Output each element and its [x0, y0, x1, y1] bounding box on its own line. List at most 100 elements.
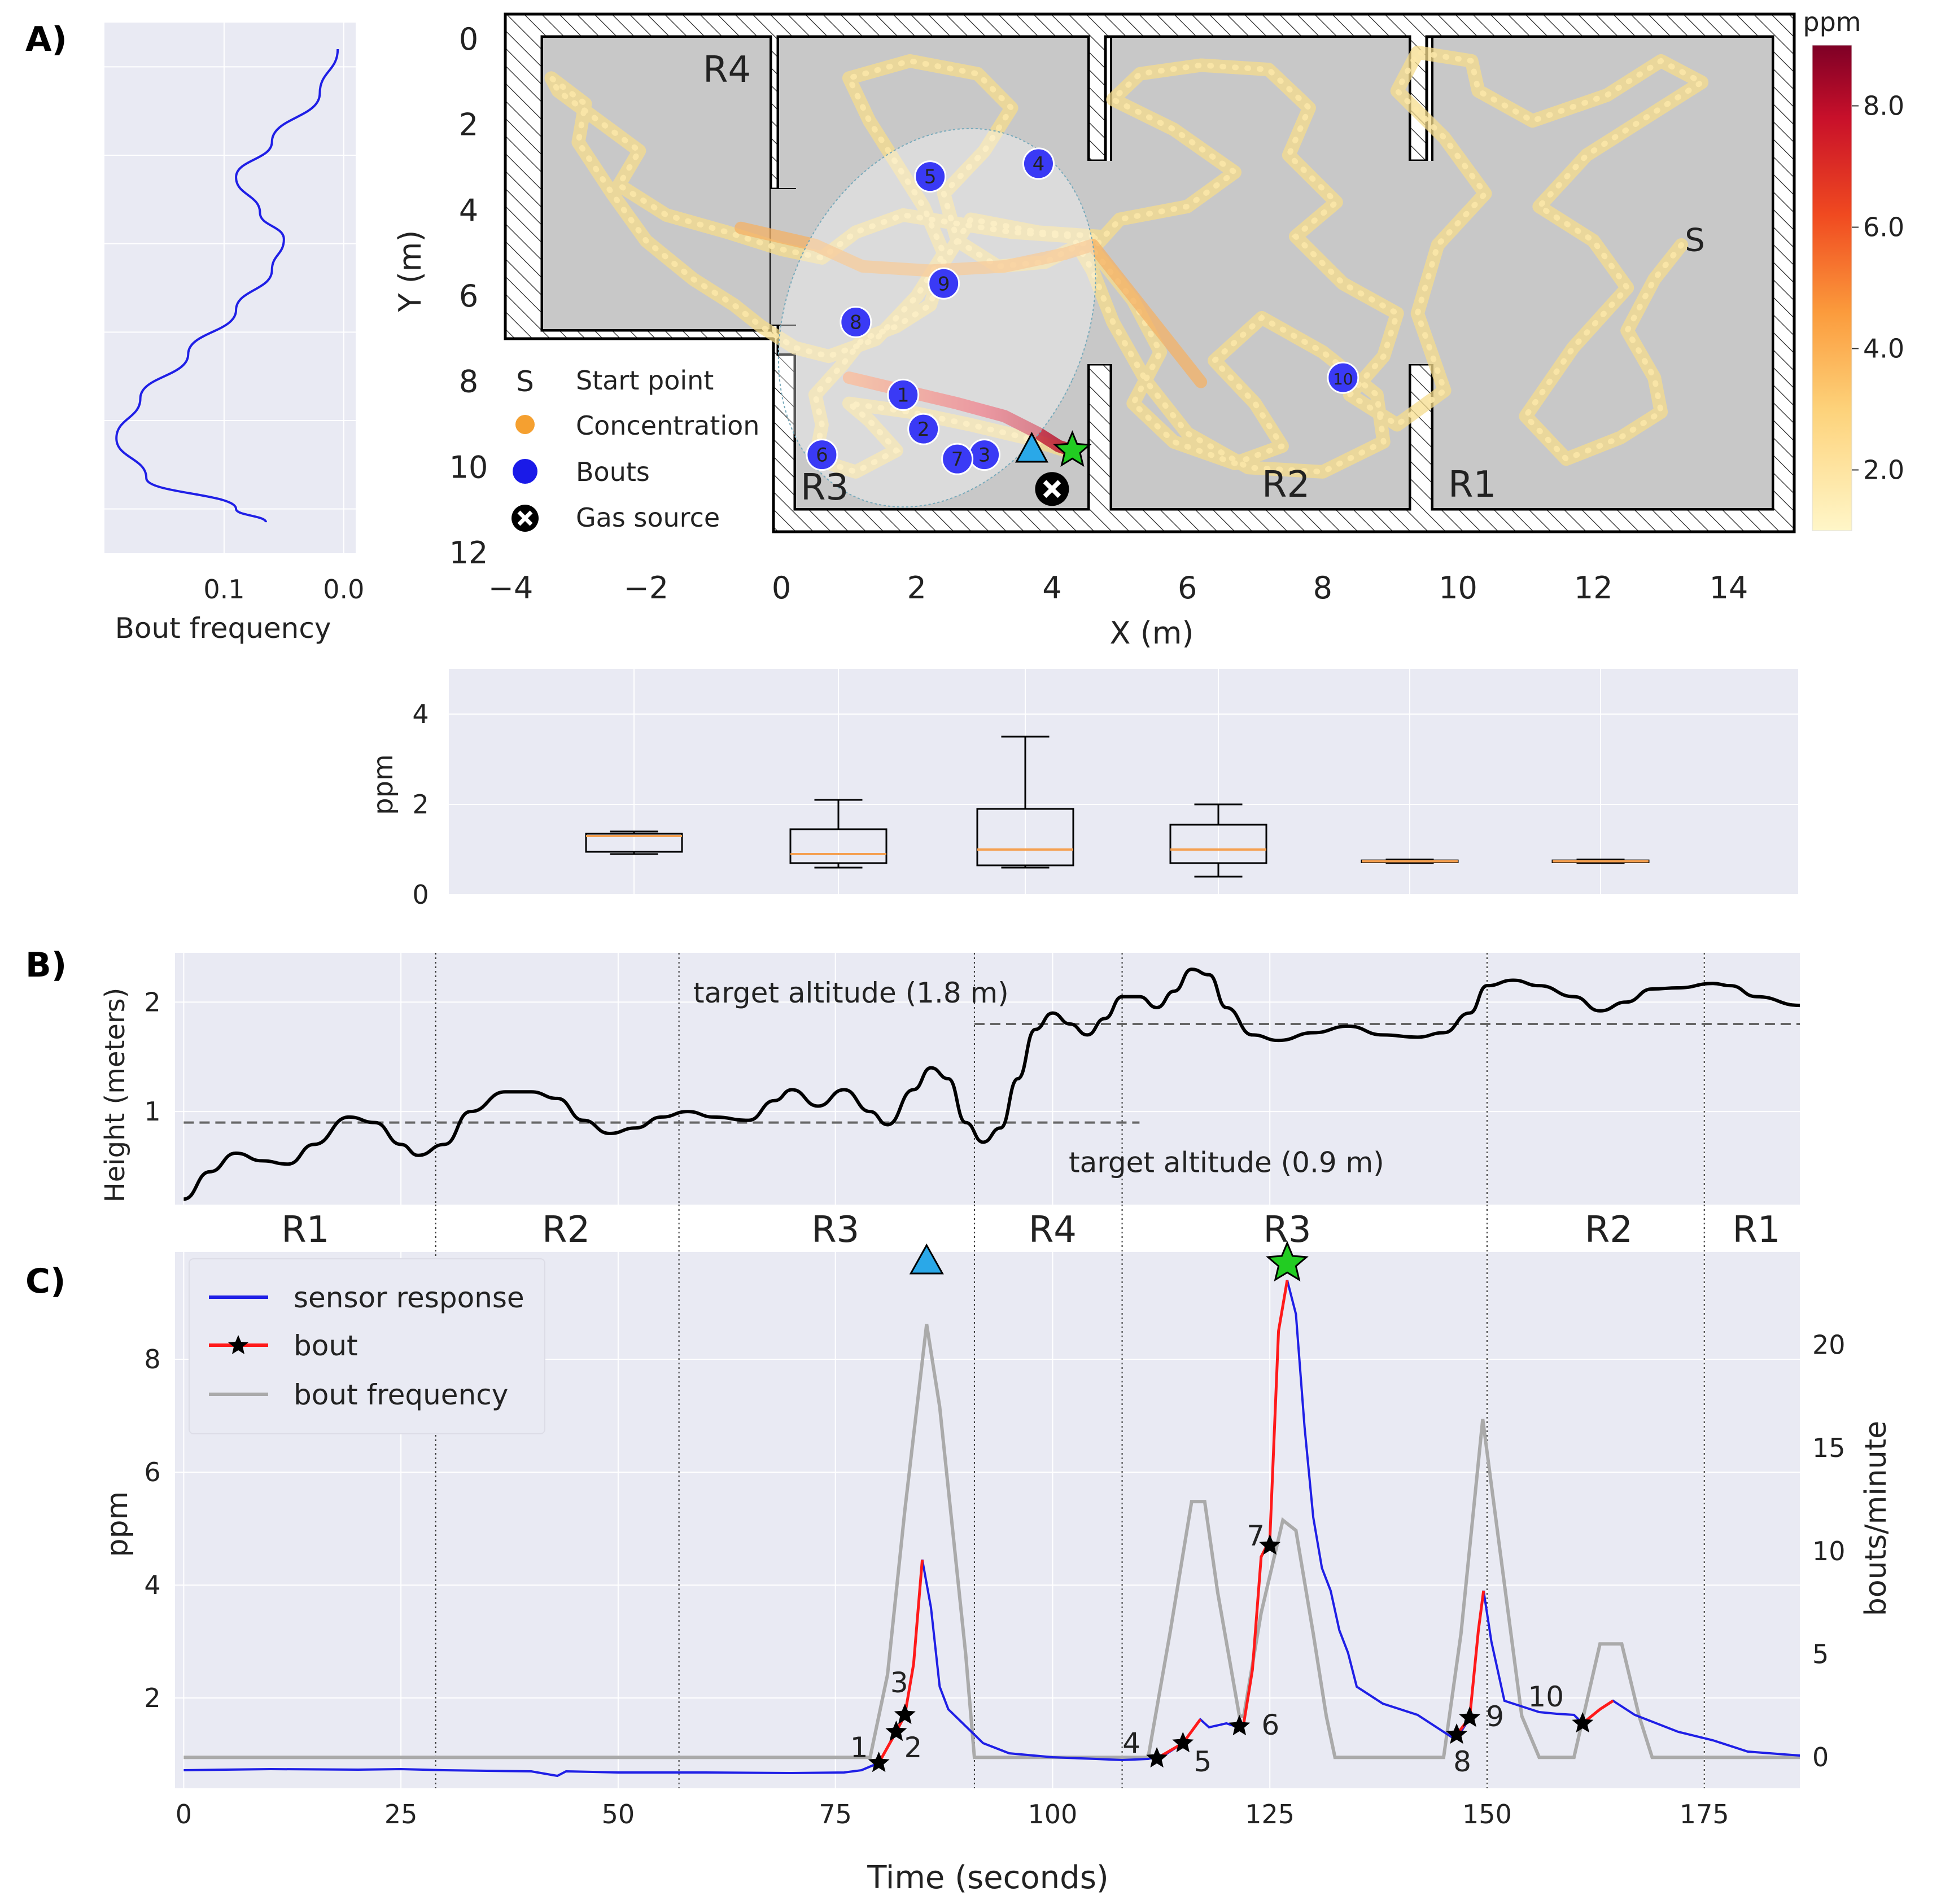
map-y-tick: 4 — [459, 192, 478, 228]
bout-star — [1572, 1712, 1594, 1733]
bout-markers: 12 3 4 5 6 7 8 9 10 — [806, 147, 1359, 475]
bout-star — [885, 1721, 907, 1741]
sensor-ylabel-right: bouts/minute — [1859, 1421, 1893, 1616]
legend-frequency-label: bout frequency — [294, 1378, 508, 1411]
bout-star-number: 7 — [1247, 1520, 1265, 1552]
sensor-y2-tick: 5 — [1812, 1639, 1829, 1670]
sensor-triangle-marker — [909, 1243, 944, 1275]
sensor-y2-tick: 20 — [1812, 1329, 1846, 1360]
panel-c-label: C) — [25, 1262, 65, 1301]
colorbar-tick-label: 6.0 — [1863, 212, 1904, 243]
bout-marker-number: 1 — [897, 384, 910, 406]
bout-marker-number: 10 — [1333, 370, 1353, 388]
bout-star-number: 3 — [890, 1666, 908, 1699]
bout-marker — [1022, 147, 1055, 180]
map-x-tick: −2 — [623, 570, 668, 606]
sensor-x-tick: 75 — [819, 1799, 852, 1829]
map-y-tick: 2 — [459, 107, 478, 143]
sensor-x-tick: 100 — [1028, 1799, 1078, 1829]
bf-tick-label: 0.0 — [323, 574, 364, 605]
sensor-x-tick: 50 — [602, 1799, 635, 1829]
height-plot-area — [175, 953, 1800, 1205]
bout-star — [1259, 1534, 1281, 1555]
map-special-markers: S — [1015, 222, 1705, 506]
room-strip-label: R2 — [1585, 1209, 1633, 1251]
map-star-marker — [1053, 430, 1092, 467]
sensor-y-tick: 8 — [144, 1344, 160, 1375]
map-x-tick: 8 — [1313, 570, 1332, 606]
sensor-star-marker — [1265, 1241, 1309, 1282]
bout-star — [1459, 1706, 1481, 1727]
bout-marker-number: 3 — [978, 444, 991, 467]
legend-bout-star-icon — [228, 1335, 248, 1354]
sensor-y2-tick: 10 — [1812, 1536, 1846, 1566]
legend-bouts-label: Bouts — [576, 457, 650, 487]
boxplot-ylabel: ppm — [368, 754, 399, 815]
bout-marker — [907, 413, 940, 445]
gas-source-cross — [1043, 480, 1061, 498]
bout-marker-number: 5 — [924, 166, 937, 189]
map-x-tick: 14 — [1710, 570, 1748, 606]
bout-marker-number: 2 — [917, 418, 930, 441]
map-y-tick: 12 — [449, 535, 488, 571]
room-r1 — [1431, 36, 1774, 510]
bout-marker — [840, 306, 872, 338]
room-strip-label: R1 — [1732, 1209, 1780, 1251]
sensor-y2-tick: 15 — [1812, 1433, 1846, 1463]
start-point-marker: S — [1685, 222, 1705, 259]
room-label-r2: R2 — [1262, 464, 1310, 506]
bout-star-number: 9 — [1486, 1700, 1504, 1733]
boxplot-panel: 0 2 4 ppm — [368, 669, 1798, 910]
sensor-y-tick: 4 — [144, 1570, 160, 1600]
map-x-tick: 12 — [1574, 570, 1613, 606]
bout-frequency-ticks: 0.1 0.0 — [203, 574, 364, 605]
map-x-tick: −4 — [488, 570, 534, 606]
room-label-r3: R3 — [801, 467, 849, 509]
bout-frequency-line — [115, 49, 339, 523]
room-label-r4: R4 — [703, 49, 751, 91]
height-line — [183, 968, 1800, 1201]
map-xlabel: X (m) — [1110, 615, 1194, 651]
bout-frequency-grid — [104, 23, 356, 553]
panel-a-label: A) — [25, 20, 67, 59]
bout-star — [1446, 1723, 1468, 1744]
bout-star — [868, 1752, 890, 1772]
bout-star-number: 4 — [1122, 1727, 1140, 1759]
map-y-tick: 8 — [459, 364, 478, 400]
bout-marker — [1327, 361, 1359, 394]
bout-star — [1146, 1747, 1168, 1768]
bout-marker-number: 7 — [951, 448, 964, 471]
map-x-tick: 4 — [1042, 570, 1061, 606]
map-x-tick: 10 — [1439, 570, 1477, 606]
legend-concentration-label: Concentration — [576, 410, 759, 441]
legend-gas-source-label: Gas source — [576, 502, 720, 533]
bf-tick-label: 0.1 — [203, 574, 244, 605]
legend-bouts-icon — [513, 459, 537, 484]
bout-marker-number: 8 — [850, 312, 862, 334]
bout-marker-number: 4 — [1033, 153, 1045, 176]
bout-marker — [914, 160, 947, 193]
boxplot-y-tick: 4 — [412, 699, 429, 729]
bout-star-number: 8 — [1453, 1745, 1471, 1778]
bout-frequency-trace — [183, 1324, 1800, 1759]
bout-marker — [887, 378, 920, 411]
map-legend: S Start point Concentration Bouts Gas so… — [497, 356, 768, 542]
box-body — [976, 808, 1074, 866]
target-altitude-low-label: target altitude (0.9 m) — [1069, 1146, 1384, 1179]
legend-start-label: Start point — [576, 365, 714, 396]
colorbar-tick-label: 8.0 — [1863, 91, 1904, 121]
sensor-y2-tick: 0 — [1812, 1742, 1829, 1772]
map-x-tick: 2 — [907, 570, 926, 606]
box-body — [789, 828, 888, 864]
bout-frequency-xlabel: Bout frequency — [115, 612, 331, 645]
sensor-special-markers — [909, 1241, 1309, 1282]
legend-sensor-label: sensor response — [294, 1281, 524, 1314]
height-ylabel: Height (meters) — [99, 988, 131, 1203]
bout-frequency-plot-area — [104, 23, 356, 553]
colorbar-ticks: 2.0 4.0 6.0 8.0 — [1852, 91, 1904, 485]
bout-marker — [806, 439, 838, 471]
